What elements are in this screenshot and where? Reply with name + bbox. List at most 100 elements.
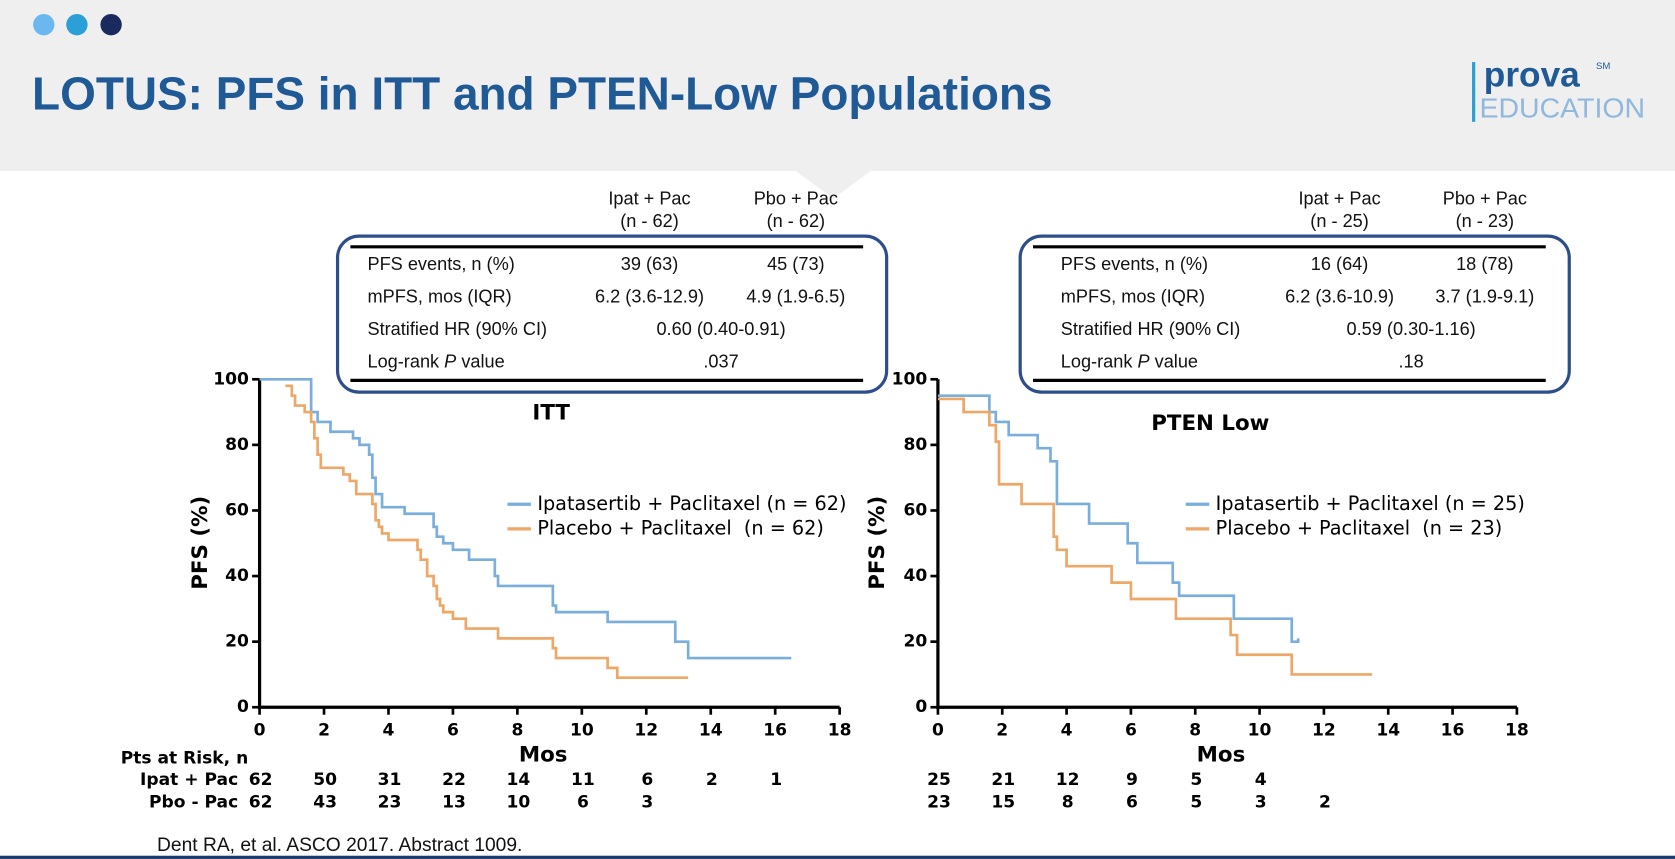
risk-count: 6 [641,770,653,790]
x-tick-label: 10 [570,721,594,741]
x-tick-label: 6 [1125,721,1137,741]
risk-count: 15 [991,792,1015,812]
y-tick-label: 20 [903,632,927,652]
x-tick-label: 0 [932,721,944,741]
legend-label: Placebo + Paclitaxel (n = 62) [537,516,824,539]
column-header: (n - 62) [767,211,826,231]
x-tick-label: 6 [447,721,459,741]
row-label-part: Log-rank [1061,352,1138,372]
x-tick-label: 18 [1505,721,1529,741]
legend-label: Placebo + Paclitaxel (n = 23) [1216,516,1503,539]
y-tick-label: 0 [915,697,927,717]
table-cell: .037 [703,352,738,372]
row-label: Log-rank P value [1061,352,1198,372]
risk-count: 43 [313,792,337,812]
risk-count: 1 [770,770,782,790]
risk-count: 12 [1056,770,1080,790]
risk-count: 3 [1255,792,1267,812]
risk-count: 8 [1062,792,1074,812]
table-cell: .18 [1399,352,1424,372]
risk-count: 14 [507,770,531,790]
risk-count: 21 [991,770,1015,790]
x-tick-label: 2 [318,721,330,741]
risk-count: 62 [249,792,273,812]
x-tick-label: 14 [1376,721,1400,741]
table-cell: 6.2 (3.6-10.9) [1285,286,1394,306]
table-box [1018,234,1571,394]
risk-count: 13 [442,792,466,812]
chart-title: PTEN Low [1151,411,1269,436]
logo-bar [1472,62,1476,122]
y-tick-label: 100 [892,369,928,389]
table-cell: 16 (64) [1311,254,1369,274]
y-tick-label: 40 [225,566,249,586]
x-axis-label: Mos [519,742,568,767]
table-cell: 3.7 (1.9-9.1) [1435,286,1534,306]
x-tick-label: 0 [254,721,266,741]
row-label: mPFS, mos (IQR) [1061,286,1205,306]
risk-count: 9 [1126,770,1138,790]
x-tick-label: 12 [634,721,658,741]
row-label: PFS events, n (%) [1061,254,1208,274]
column-header: (n - 25) [1310,211,1369,231]
risk-count: 4 [1255,770,1267,790]
x-axis-label: Mos [1197,742,1246,767]
risk-count: 6 [1126,792,1138,812]
x-tick-label: 8 [511,721,523,741]
y-axis-label: PFS (%) [865,496,890,590]
table-box [335,234,889,394]
row-label: Stratified HR (90% CI) [1061,319,1241,339]
row-label: Stratified HR (90% CI) [367,319,547,339]
row-label-part: P [444,352,456,372]
km-curve [937,394,1300,643]
row-label-part: P [1137,352,1149,372]
km-curve [285,384,689,680]
chart-title: ITT [532,400,570,425]
table-cell: 18 (78) [1456,254,1514,274]
risk-count: 2 [706,770,718,790]
risk-label: Pts at Risk, n [121,749,249,769]
table-cell: 0.60 (0.40-0.91) [656,319,785,339]
x-tick-label: 4 [1061,721,1073,741]
y-tick-label: 0 [237,697,249,717]
bottom-rule [0,855,1675,859]
risk-count: 62 [249,770,273,790]
table-cell: 4.9 (1.9-6.5) [746,286,845,306]
row-label: Log-rank P value [367,352,504,372]
row-label-part: value [456,352,504,372]
callout-notch [795,170,871,199]
risk-count: 5 [1190,792,1202,812]
x-tick-label: 8 [1189,721,1201,741]
logo-subtitle: EDUCATION [1480,92,1646,123]
risk-row-name: Ipat + Pac [140,770,238,790]
row-label: mPFS, mos (IQR) [367,286,511,306]
dot [33,13,55,36]
risk-count: 23 [927,792,951,812]
table-cell: 39 (63) [621,254,679,274]
risk-count: 25 [927,770,951,790]
column-header: (n - 62) [620,211,679,231]
x-tick-label: 14 [699,721,723,741]
x-tick-label: 16 [763,721,787,741]
logo-name: prova [1484,55,1580,94]
row-label-part: value [1150,352,1198,372]
risk-count: 5 [1190,770,1202,790]
dot [66,13,88,36]
y-tick-label: 60 [903,500,927,520]
table-cell: 6.2 (3.6-12.9) [595,286,704,306]
column-header: Ipat + Pac [1298,189,1380,209]
risk-row-name: Pbo - Pac [149,792,238,812]
y-tick-label: 40 [903,566,927,586]
column-header: Pbo + Pac [1443,189,1527,209]
logo-mark: SM [1596,61,1610,72]
footnote: Dent RA, et al. ASCO 2017. Abstract 1009… [157,835,522,856]
header-band [0,0,1675,171]
slide-title: LOTUS: PFS in ITT and PTEN-Low Populatio… [32,67,1052,119]
y-tick-label: 80 [225,435,249,455]
risk-count: 11 [571,770,595,790]
risk-count: 23 [378,792,402,812]
y-axis-label: PFS (%) [188,496,213,590]
y-tick-label: 100 [213,369,249,389]
risk-count: 31 [378,770,402,790]
km-curve [937,397,1373,676]
